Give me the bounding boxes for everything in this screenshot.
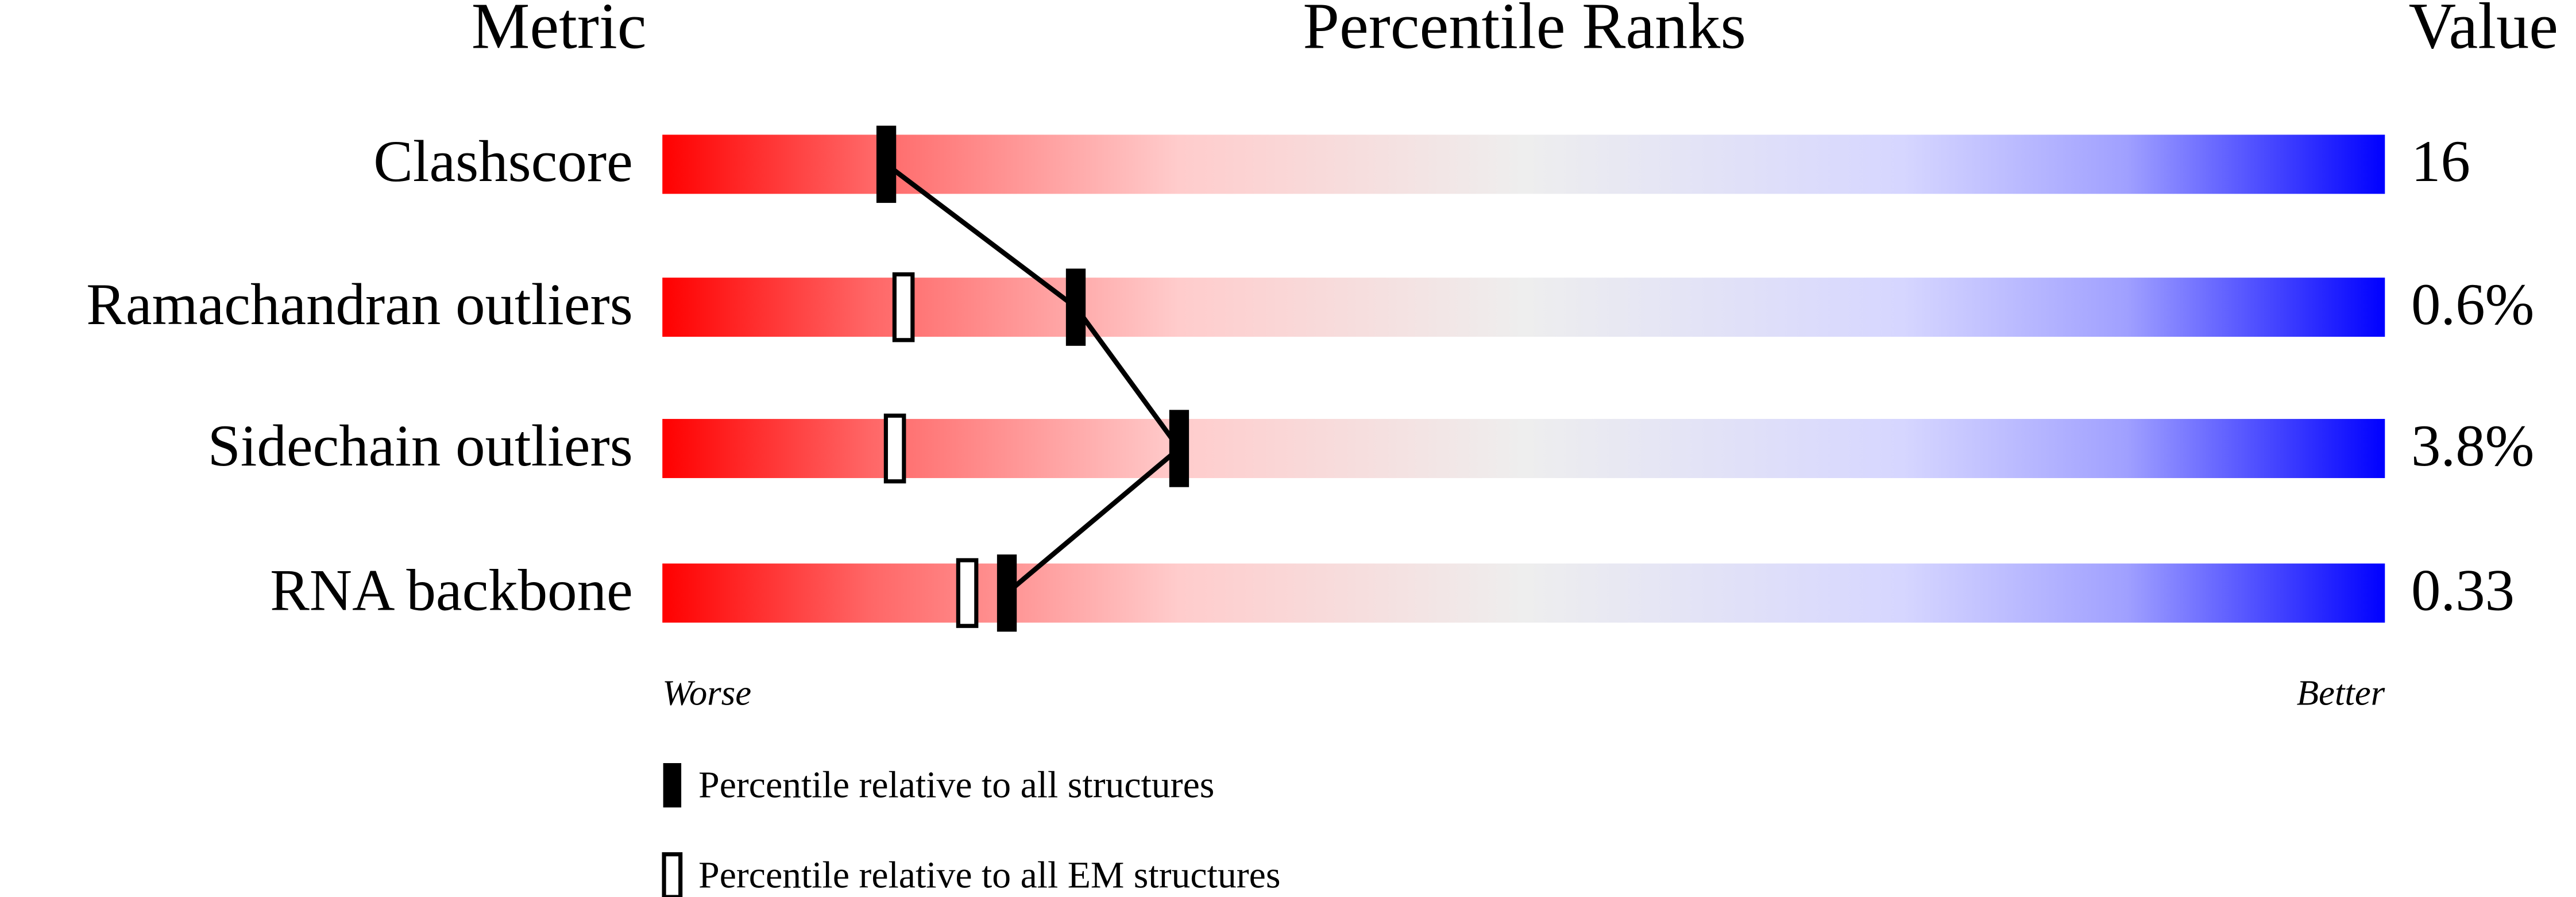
metric-label: Ramachandran outliers [86, 272, 633, 337]
header-value: Value [2409, 0, 2558, 62]
legend-label: Percentile relative to all structures [698, 764, 1214, 806]
percentile-bar [662, 278, 2385, 337]
header-percentile: Percentile Ranks [1303, 0, 1746, 62]
worse-label: Worse [662, 673, 751, 713]
metric-value: 0.6% [2411, 272, 2534, 337]
em-marker [892, 272, 915, 342]
metric-label: RNA backbone [270, 557, 633, 623]
all-marker [997, 554, 1017, 632]
all-marker [1065, 268, 1086, 346]
metric-label: Clashscore [373, 129, 633, 194]
em-marker [883, 413, 906, 484]
metric-value: 16 [2411, 129, 2470, 194]
better-label: Better [2297, 673, 2385, 713]
metric-label: Sidechain outliers [208, 413, 633, 479]
metric-value: 3.8% [2411, 413, 2534, 479]
legend-swatch [663, 763, 682, 808]
all-marker [876, 125, 897, 203]
percentile-bar [662, 134, 2385, 194]
legend-label: Percentile relative to all EM structures [698, 854, 1280, 896]
percentile-bar [662, 419, 2385, 478]
em-marker [956, 558, 979, 628]
metric-value: 0.33 [2411, 557, 2515, 623]
percentile-line [885, 162, 1183, 595]
percentile-bar [662, 563, 2385, 623]
header-metric: Metric [472, 0, 647, 62]
all-marker [1169, 410, 1189, 487]
legend-swatch [662, 852, 683, 897]
